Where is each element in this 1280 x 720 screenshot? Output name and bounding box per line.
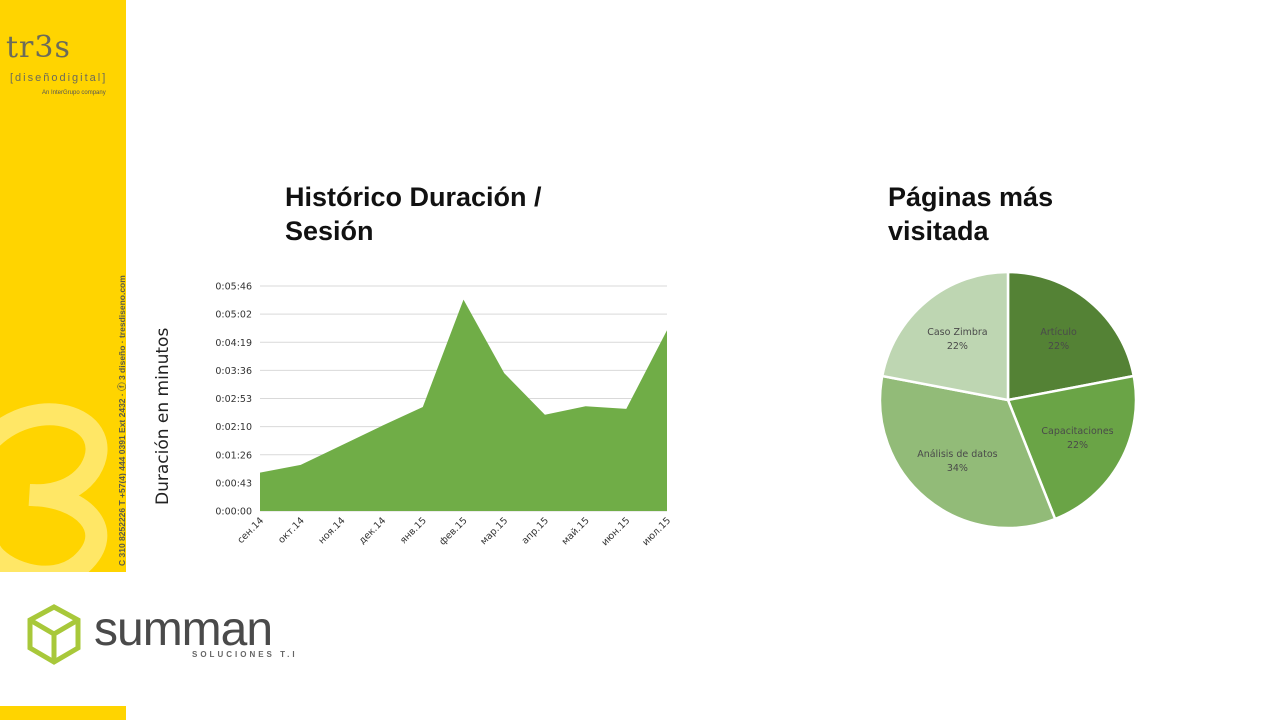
tres-swirl-graphic	[0, 403, 108, 572]
pie-slice	[880, 270, 1010, 402]
area-xtick-label: мар.15	[478, 515, 510, 547]
pie-slice-label: Caso Zimbra	[927, 327, 987, 338]
pie-slice-value: 22%	[1048, 341, 1069, 352]
area-xtick-label: янв.15	[398, 515, 429, 546]
area-chart-title: Histórico Duración / Sesión	[285, 182, 542, 246]
summan-logo-subtitle: SOLUCIONES T.I	[192, 650, 298, 659]
pie-slice-label: Análisis de datos	[917, 449, 997, 460]
pie-chart-title: Páginas más visitada	[888, 182, 1054, 246]
area-ytick-label: 0:00:43	[215, 478, 252, 489]
pie-slice	[1006, 374, 1138, 521]
area-ytick-label: 0:02:10	[215, 422, 252, 433]
area-xtick-label: июл.15	[640, 515, 673, 548]
area-chart-ylabel: Duración en minutos	[153, 327, 173, 505]
tres-logo-name: tr3s	[6, 30, 71, 65]
tres-logo-subtitle: [diseñodigital]	[10, 72, 108, 84]
area-ytick-label: 0:00:00	[215, 507, 252, 518]
brand-bottom-strip	[0, 706, 126, 720]
contact-info: C 310 8252226 T +57(4) 444 0391 Ext 2432…	[117, 275, 126, 566]
area-xtick-label: май.15	[560, 515, 592, 547]
area-xtick-label: июн.15	[600, 515, 633, 548]
summan-cube-icon	[27, 604, 81, 665]
summan-logo-name: summan	[94, 603, 273, 656]
pie-slice	[878, 374, 1057, 530]
area-ytick-label: 0:05:46	[215, 282, 252, 293]
pie-slice	[1006, 270, 1136, 402]
pie-slice-value: 34%	[947, 463, 968, 474]
area-ytick-label: 0:02:53	[215, 394, 252, 405]
area-ytick-label: 0:01:26	[215, 450, 252, 461]
area-xtick-label: ноя.14	[317, 515, 348, 546]
area-ytick-label: 0:04:19	[215, 338, 252, 349]
area-xtick-label: апр.15	[520, 515, 551, 546]
area-ytick-label: 0:05:02	[215, 310, 252, 321]
pie-slice-label: Capacitaciones	[1041, 426, 1113, 437]
pie-slice-value: 22%	[1067, 440, 1088, 451]
pie-slice-value: 22%	[947, 341, 968, 352]
area-ytick-label: 0:03:36	[215, 366, 252, 377]
area-series	[260, 299, 667, 511]
tres-logo-tagline: An InterGrupo company	[42, 90, 106, 96]
brand-side-band: tr3s [diseñodigital] An InterGrupo compa…	[0, 0, 126, 572]
area-xtick-label: сен.14	[235, 515, 266, 546]
pie-slice-label: Artículo	[1040, 327, 1077, 338]
area-xtick-label: окт.14	[276, 515, 307, 546]
area-xtick-label: фев.15	[437, 515, 469, 547]
area-xtick-label: дек.14	[357, 515, 388, 546]
